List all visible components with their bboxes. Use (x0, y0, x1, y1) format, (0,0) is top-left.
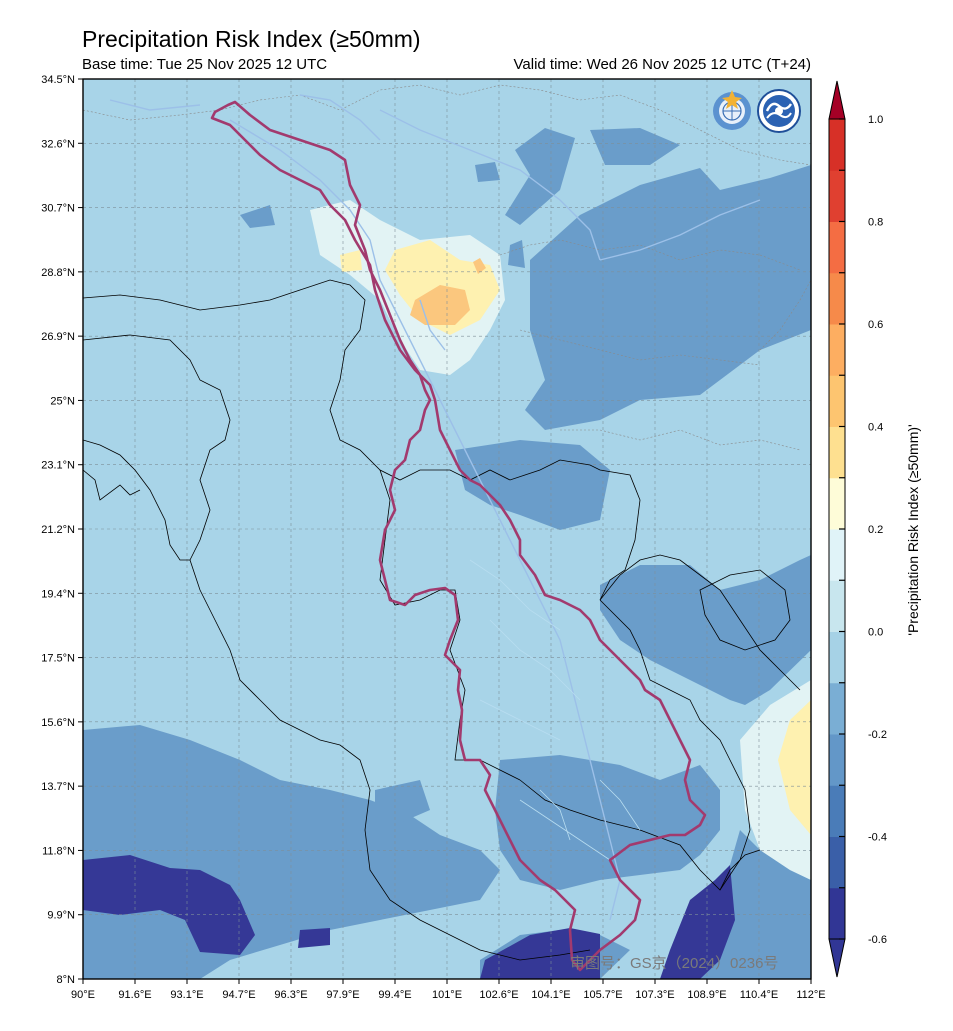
colorbar-tick-label: 0.4 (868, 422, 883, 434)
colorbar-segment (829, 426, 845, 479)
lat-tick-label: 21.2°N (41, 524, 75, 536)
rivers (109, 94, 761, 921)
lat-tick-label: 28.8°N (41, 267, 75, 279)
latitude-axis: 34.5°N 32.6°N 30.7°N 28.8°N 26.9°N 25°N 23.1°N… (41, 74, 83, 986)
lon-tick-label: 102.6°E (479, 989, 518, 1001)
colorbar-tick-label: 0.8 (868, 217, 883, 229)
colorbar-tick-label: -0.4 (868, 832, 887, 844)
map-area[interactable]: 审图号：GS京（2024）0236号 (83, 79, 811, 979)
lat-tick-label: 34.5°N (41, 74, 75, 86)
base-time-label: Base time: Tue 25 Nov 2025 12 UTC (82, 56, 328, 73)
lat-tick-label: 9.9°N (47, 910, 75, 922)
lat-tick-label: 23.1°N (41, 460, 75, 472)
risk-field-positive (310, 200, 811, 880)
colorbar-segment (829, 375, 845, 427)
colorbar-tick-label: 0.0 (868, 627, 883, 639)
lat-tick-label: 13.7°N (41, 781, 75, 793)
colorbar-tick-label: -0.2 (868, 729, 887, 741)
lat-tick-label: 19.4°N (41, 588, 75, 600)
colorbar-tick-label: 1.0 (868, 114, 883, 126)
colorbar-segment (829, 836, 845, 889)
colorbar-segment (829, 529, 845, 581)
lon-tick-label: 104.1°E (531, 989, 570, 1001)
colorbar-segment (829, 119, 845, 171)
colorbar-segment (829, 477, 845, 530)
lon-tick-label: 101°E (432, 989, 462, 1001)
graticule-grid (83, 79, 811, 979)
colorbar-segment (829, 221, 845, 274)
lon-tick-label: 112°E (796, 989, 825, 1001)
lon-tick-label: 105.7°E (583, 989, 622, 1001)
lat-tick-label: 8°N (57, 974, 76, 986)
lon-tick-label: 108.9°E (687, 989, 726, 1001)
lat-tick-label: 11.8°N (42, 845, 75, 857)
colorbar-label: 'Precipitation Risk Index (≥50mm)' (905, 424, 921, 635)
lon-tick-label: 97.9°E (326, 989, 359, 1001)
colorbar-segment (829, 887, 845, 940)
colorbar-segment (829, 631, 845, 684)
colorbar-min-arrow (828, 938, 846, 978)
colorbar-segment (829, 734, 845, 786)
lat-tick-label: 15.6°N (41, 717, 75, 729)
mekong-basin-outline (210, 100, 707, 972)
colorbar-max-arrow (828, 80, 846, 120)
colorbar-segment (829, 682, 845, 735)
lon-tick-label: 93.1°E (170, 989, 203, 1001)
lon-tick-label: 110.4°E (740, 989, 778, 1001)
colorbar: 1.0 0.8 0.6 0.4 0.2 0.0 -0.2 -0.4 -0.6 (828, 80, 887, 978)
lat-tick-label: 25°N (50, 395, 75, 407)
colorbar-tick-label: 0.6 (868, 319, 883, 331)
lon-tick-label: 90°E (71, 989, 95, 1001)
map-watermark: 审图号：GS京（2024）0236号 (570, 955, 778, 972)
lat-tick-label: 30.7°N (41, 203, 75, 215)
lon-tick-label: 96.3°E (274, 989, 307, 1001)
lon-tick-label: 107.3°E (635, 989, 674, 1001)
province-borders (83, 84, 811, 451)
valid-time-label: Valid time: Wed 26 Nov 2025 12 UTC (T+24… (513, 56, 812, 73)
tributaries (469, 559, 641, 861)
lon-tick-label: 94.7°E (222, 989, 255, 1001)
colorbar-segment (829, 580, 845, 632)
lon-tick-label: 91.6°E (118, 989, 151, 1001)
colorbar-tick-label: -0.6 (868, 934, 887, 946)
lat-tick-label: 32.6°N (41, 138, 75, 150)
colorbar-segment (829, 272, 845, 325)
longitude-axis: 90°E 91.6°E 93.1°E 94.7°E 96.3°E 97.9°E 99.4°E… (71, 979, 826, 1001)
colorbar-segment (829, 170, 845, 222)
lat-tick-label: 17.5°N (41, 653, 75, 665)
cma-logo-icon (757, 89, 801, 133)
wmo-logo-icon (713, 90, 751, 130)
colorbar-segment (829, 324, 845, 376)
page-title: Precipitation Risk Index (≥50mm) (82, 26, 421, 52)
lon-tick-label: 99.4°E (378, 989, 411, 1001)
lat-tick-label: 26.9°N (41, 331, 75, 343)
colorbar-tick-label: 0.2 (868, 524, 883, 536)
colorbar-segment (829, 785, 845, 837)
